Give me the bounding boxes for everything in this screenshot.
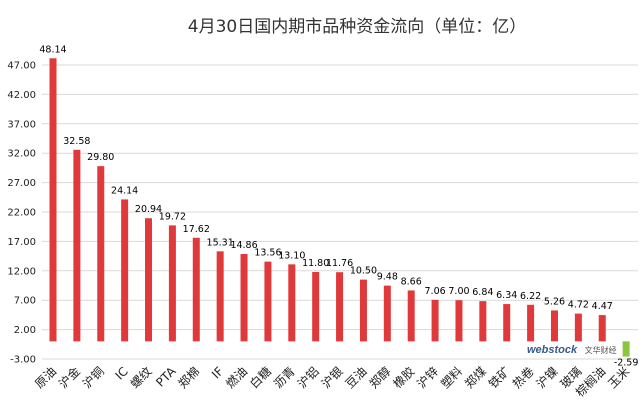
bar [288,264,296,342]
category-label: PTA [153,364,179,390]
category-label: 铁矿 [486,364,513,391]
data-label: 10.50 [350,266,377,277]
bar [574,313,582,342]
y-tick-label: 22.00 [7,208,36,219]
category-label: 沥青 [271,364,298,391]
y-tick-label: 32.00 [7,149,36,160]
watermark-brand: webstock [527,344,578,356]
data-label: 5.26 [544,296,565,307]
bar [192,237,200,342]
data-label: 24.14 [111,185,138,196]
bar [407,290,415,342]
bar [73,149,81,342]
category-label: 沪镍 [534,364,561,391]
y-tick-label: 12.00 [7,266,36,277]
data-label: 4.72 [568,300,589,311]
bar [527,304,535,342]
data-label: 4.47 [592,301,613,312]
watermark-sub: 文华财经 [584,346,617,355]
data-label: 17.62 [183,224,210,235]
bar [97,166,105,342]
bar [240,253,248,342]
category-label: 豆油 [343,364,370,391]
data-label: 6.84 [472,287,493,298]
gridlines [42,64,638,360]
data-label: 19.72 [159,211,186,222]
bar [145,218,153,342]
bar [264,261,272,342]
bar [216,251,224,342]
category-label: 沪铝 [294,364,322,392]
category-label: 橡胶 [390,364,418,392]
data-label: 13.10 [278,250,305,261]
data-label: 11.76 [326,258,353,269]
bar [503,304,511,342]
category-label: 郑醇 [366,364,394,392]
category-label: 郑棉 [175,364,203,392]
bar [336,272,344,342]
category-label: 燃油 [223,364,251,392]
category-label: 沪银 [319,364,346,391]
bar [359,279,367,342]
data-label: 32.58 [63,136,90,147]
bar [168,225,176,342]
chart-title: 4月30日国内期市品种资金流向（单位：亿） [188,17,526,37]
data-label: 9.48 [377,272,398,283]
data-label: 29.80 [87,152,114,163]
data-label: 13.56 [254,248,281,259]
bar [550,310,558,342]
category-label: 郑煤 [461,364,489,392]
data-label: 20.94 [135,204,162,215]
data-label: -2.59 [614,358,639,369]
data-label: 7.06 [425,286,446,297]
bar [479,301,487,342]
data-label: 14.86 [230,240,257,251]
data-label: 6.22 [520,291,541,302]
category-label: 沪铜 [79,364,107,392]
y-tick-label: 27.00 [7,178,36,189]
bar [431,299,439,342]
y-tick-label: 37.00 [7,119,36,130]
y-tick-label: 47.00 [7,61,36,72]
bar [598,315,606,342]
data-label: 48.14 [39,44,66,55]
data-label: 6.34 [496,290,517,301]
bar [622,341,630,357]
y-tick-label: -3.00 [10,355,36,366]
y-tick-label: 7.00 [14,296,36,307]
category-label: 沪锌 [414,364,441,391]
watermark-logo: webstock 文华财经 [527,340,617,358]
bar [121,199,129,342]
data-label: 8.66 [401,276,422,287]
bar [312,271,320,342]
category-label: 塑料 [437,364,465,392]
y-axis-tick-labels: -3.00 2.00 7.00 12.00 17.00 22.00 27.00 32.00 37… [7,61,36,366]
data-label: 7.00 [448,286,469,297]
category-label: 原油 [32,364,59,391]
bar [455,300,463,342]
data-label: 15.31 [207,237,234,248]
bar [383,285,391,342]
category-label: 螺纹 [128,364,155,391]
category-label: 热卷 [509,364,537,392]
category-label: 白糖 [246,364,274,392]
category-label: 沪金 [55,364,83,392]
y-tick-label: 17.00 [7,237,36,248]
data-label: 11.80 [302,258,329,269]
y-tick-label: 2.00 [14,325,36,336]
y-tick-label: 42.00 [7,90,36,101]
bar [49,58,57,342]
bars [49,58,630,357]
category-label: IF [209,364,226,381]
